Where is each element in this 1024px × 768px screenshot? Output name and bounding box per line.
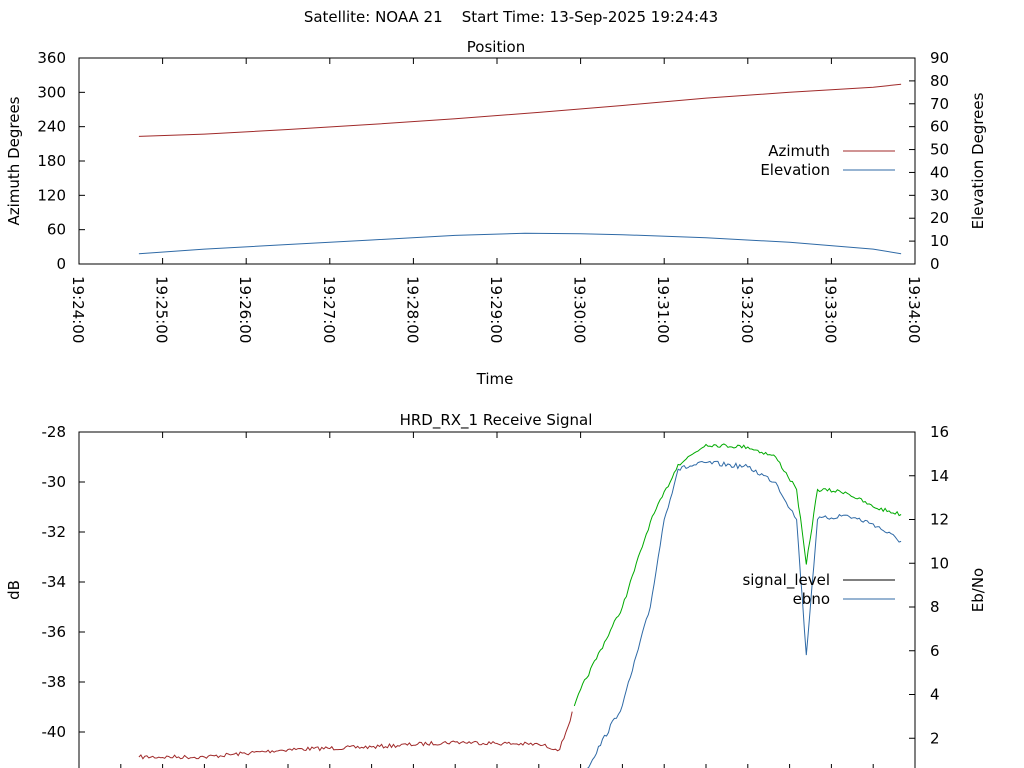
position-y2-tick-label: 0: [930, 255, 940, 273]
legend-label-signal-level: signal_level: [742, 571, 830, 590]
position-x-tick-label: 19:28:00: [403, 276, 421, 343]
series-line-signal-level-low: [138, 711, 573, 760]
signal-tick-labels: -28-30-32-34-36-38-40-420246810121416: [42, 423, 950, 747]
position-y-axis-label: Azimuth Degrees: [5, 96, 23, 225]
position-y-tick-label: 0: [56, 255, 66, 273]
position-x-tick-label: 19:24:00: [69, 276, 87, 343]
position-chart-title: Position: [467, 38, 525, 56]
position-y2-tick-label: 30: [930, 186, 949, 204]
signal-plot-frame: [78, 431, 916, 768]
position-x-tick-label: 19:25:00: [153, 276, 171, 343]
position-y-tick-label: 360: [37, 49, 66, 67]
signal-y2-tick-label: 8: [930, 598, 940, 616]
signal-chart-title: HRD_RX_1 Receive Signal: [400, 411, 593, 430]
signal-y-tick-label: -30: [42, 473, 67, 491]
position-y2-tick-label: 80: [930, 72, 949, 90]
position-y-tick-label: 300: [37, 83, 66, 101]
position-y2-tick-label: 20: [930, 209, 949, 227]
position-x-tick-label: 19:30:00: [571, 276, 589, 343]
signal-series: [138, 443, 902, 768]
position-x-tick-label: 19:32:00: [738, 276, 756, 343]
position-x-tick-label: 19:31:00: [654, 276, 672, 343]
signal-y-tick-label: -40: [42, 723, 67, 741]
signal-y2-tick-label: 2: [930, 729, 940, 747]
position-chart: Position 19:24:00 19:25:00 19:26:00 19:27:0…: [5, 38, 987, 388]
position-y-tick-label: 60: [47, 221, 66, 239]
signal-legend: signal_level ebno: [742, 571, 895, 608]
signal-y2-tick-label: 12: [930, 511, 949, 529]
signal-y-tick-label: -32: [42, 523, 67, 541]
position-y-tick-label: 120: [37, 186, 66, 204]
header-text: Satellite: NOAA 21 Start Time: 13-Sep-20…: [304, 8, 718, 26]
signal-y-tick-label: -38: [42, 673, 67, 691]
signal-y2-tick-label: 14: [930, 467, 949, 485]
legend-label-elevation: Elevation: [760, 161, 830, 179]
position-y2-axis-label: Elevation Degrees: [969, 92, 987, 229]
signal-y2-tick-label: 16: [930, 423, 949, 441]
position-series: [138, 83, 902, 255]
position-x-axis-label: Time: [476, 370, 514, 388]
position-x-tick-label: 19:33:00: [821, 276, 839, 343]
position-y2-tick-label: 60: [930, 118, 949, 136]
position-ticks: [78, 57, 916, 265]
signal-y2-tick-label: 10: [930, 554, 949, 572]
position-x-tick-label: 19:26:00: [236, 276, 254, 343]
signal-ticks: [78, 431, 916, 768]
position-y2-tick-label: 50: [930, 141, 949, 159]
series-line-azimuth: [138, 83, 902, 137]
position-tick-labels: 19:24:00 19:25:00 19:26:00 19:27:00 19:28:00…: [37, 49, 949, 343]
signal-y-tick-label: -36: [42, 623, 67, 641]
position-y2-tick-label: 10: [930, 232, 949, 250]
position-y-tick-label: 240: [37, 118, 66, 136]
series-line-signal-level: [573, 443, 902, 707]
signal-y-axis-label: dB: [5, 580, 23, 600]
position-legend: Azimuth Elevation: [760, 142, 895, 179]
signal-y2-tick-label: 4: [930, 686, 940, 704]
signal-y-tick-label: -34: [42, 573, 67, 591]
position-y2-tick-label: 90: [930, 49, 949, 67]
signal-y2-axis-label: Eb/No: [969, 568, 987, 612]
signal-y-tick-label: -28: [42, 423, 67, 441]
legend-label-azimuth: Azimuth: [768, 142, 830, 160]
signal-chart: HRD_RX_1 Receive Signal -28 -30 -32 -34 -36 -…: [5, 411, 987, 768]
position-y2-tick-label: 70: [930, 95, 949, 113]
position-x-tick-label: 19:34:00: [905, 276, 923, 343]
series-line-ebno: [586, 460, 902, 768]
legend-label-ebno: ebno: [793, 590, 830, 608]
position-x-tick-label: 19:29:00: [487, 276, 505, 343]
position-y2-tick-label: 40: [930, 163, 949, 181]
position-x-tick-label: 19:27:00: [320, 276, 338, 343]
position-y-tick-label: 180: [37, 152, 66, 170]
signal-y2-tick-label: 6: [930, 642, 940, 660]
series-line-elevation: [138, 232, 902, 255]
